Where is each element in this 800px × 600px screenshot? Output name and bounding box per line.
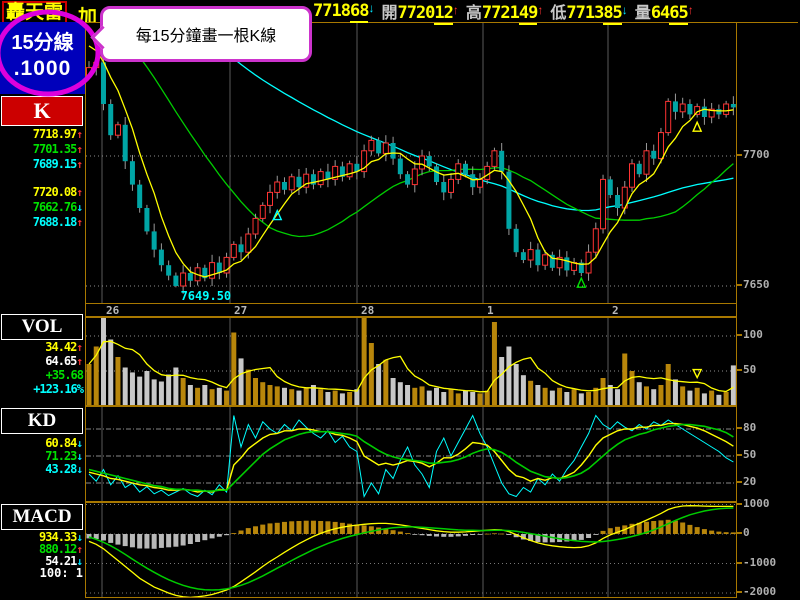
macd-chart-panel[interactable] [85, 502, 737, 599]
indicator-value: 7701.35↑ [32, 142, 83, 157]
session-low-label: 7649.50 [181, 289, 232, 303]
axis-label: 80 [743, 421, 757, 434]
tooltip-bubble: 每15分鐘畫一根K線 [90, 6, 312, 62]
axis-label: 1000 [743, 496, 770, 510]
axis-label: 20 [743, 475, 757, 488]
indicator-value: +123.16% [33, 382, 84, 396]
axis-tick [737, 369, 742, 371]
last-price: 771868 [313, 1, 374, 23]
timeframe-value: .1000 [13, 57, 72, 80]
indicator-value: 64.65↑ [45, 354, 83, 369]
indicator-value: 7718.97↑ [32, 127, 83, 142]
indicator-value: 7688.18↑ [32, 215, 83, 230]
kd-k-line [88, 422, 734, 493]
signal-triangle-icon [692, 120, 703, 132]
date-label: 26 [106, 304, 120, 317]
last-price-arrow-icon [368, 1, 374, 15]
indicator-value: 934.33↓ [39, 530, 83, 545]
price-chart-panel[interactable]: 7649.50 [85, 0, 737, 304]
indicator-value: 54.21↓ [45, 554, 83, 569]
date-label: 2 [612, 304, 619, 317]
indicator-value: 880.12↑ [39, 542, 83, 557]
macd-panel-header[interactable]: MACD [1, 504, 83, 530]
signal-triangle-icon [576, 276, 587, 288]
high-arrow-icon [537, 3, 543, 17]
kd-fast-line [88, 414, 734, 499]
macd-dea-line [88, 507, 734, 591]
candlesticks [86, 55, 736, 294]
macd-dif-line [88, 505, 734, 599]
axis-tick [737, 532, 742, 534]
high-price: 高772149 [466, 0, 543, 25]
axis-label: 100 [743, 328, 763, 341]
kd-d-line [88, 423, 734, 492]
indicator-value: 60.84↓ [45, 436, 83, 451]
timeframe-selector[interactable]: 15分線 .1000 [0, 22, 85, 94]
axis-label: 0 [743, 526, 750, 539]
axis-label: 7650 [743, 278, 770, 291]
axis-label: -1000 [743, 555, 777, 569]
date-label: 27 [234, 304, 248, 317]
axis-tick [737, 334, 742, 336]
kd-chart-panel[interactable] [85, 406, 737, 502]
indicator-value: 7689.15↑ [32, 157, 83, 172]
axis-label: 50 [743, 448, 757, 461]
date-axis: 26 27 28 1 2 [85, 304, 737, 317]
axis-tick [737, 591, 742, 593]
open-price: 開772012 [381, 0, 459, 25]
volume-bars [86, 311, 736, 406]
volume-arrow-icon [688, 3, 694, 17]
axis-tick [737, 284, 742, 286]
ma-short-line [88, 45, 734, 278]
axis-label: 50 [743, 363, 757, 376]
macd-histogram [86, 519, 736, 549]
indicator-value: +35.68 [45, 368, 84, 382]
axis-tick [737, 427, 742, 429]
k-panel-header[interactable]: K [1, 96, 83, 126]
panel-border [737, 22, 798, 23]
low-arrow-icon [622, 3, 628, 17]
axis-tick [737, 154, 742, 156]
axis-tick [737, 481, 742, 483]
axis-label: -2000 [743, 585, 777, 598]
axis-tick [737, 454, 742, 456]
volume-total: 量6465 [635, 0, 694, 25]
signal-triangle-down-icon [692, 368, 703, 380]
indicator-value: 43.28↓ [45, 462, 83, 477]
quote-bar: 771868 開772012 高772149 低771385 量6465 [313, 0, 694, 25]
vol-panel-header[interactable]: VOL [1, 314, 83, 340]
axis-label: 7700 [743, 148, 770, 161]
volume-ratio-label: 100: 1 [39, 566, 83, 580]
indicator-value: 71.23↓ [45, 449, 83, 464]
ma-mid-line [88, 8, 734, 238]
indicator-value: 7662.76↓ [32, 200, 83, 215]
signal-triangle-icon [272, 208, 283, 221]
indicator-value: 7720.08↑ [32, 185, 83, 200]
axis-tick [737, 502, 742, 505]
axis-tick [737, 561, 742, 564]
indicator-value: 34.42↑ [45, 340, 83, 355]
timeframe-label: 15分線 [11, 32, 74, 54]
low-price: 低771385 [550, 0, 628, 25]
tooltip-text: 每15分鐘畫一根K線 [135, 28, 277, 45]
volume-ma-line [88, 340, 734, 393]
volume-chart-panel[interactable] [85, 311, 737, 406]
date-label: 28 [361, 304, 375, 317]
date-label: 1 [487, 304, 494, 317]
kd-panel-header[interactable]: KD [1, 408, 83, 434]
open-arrow-icon [453, 3, 459, 17]
